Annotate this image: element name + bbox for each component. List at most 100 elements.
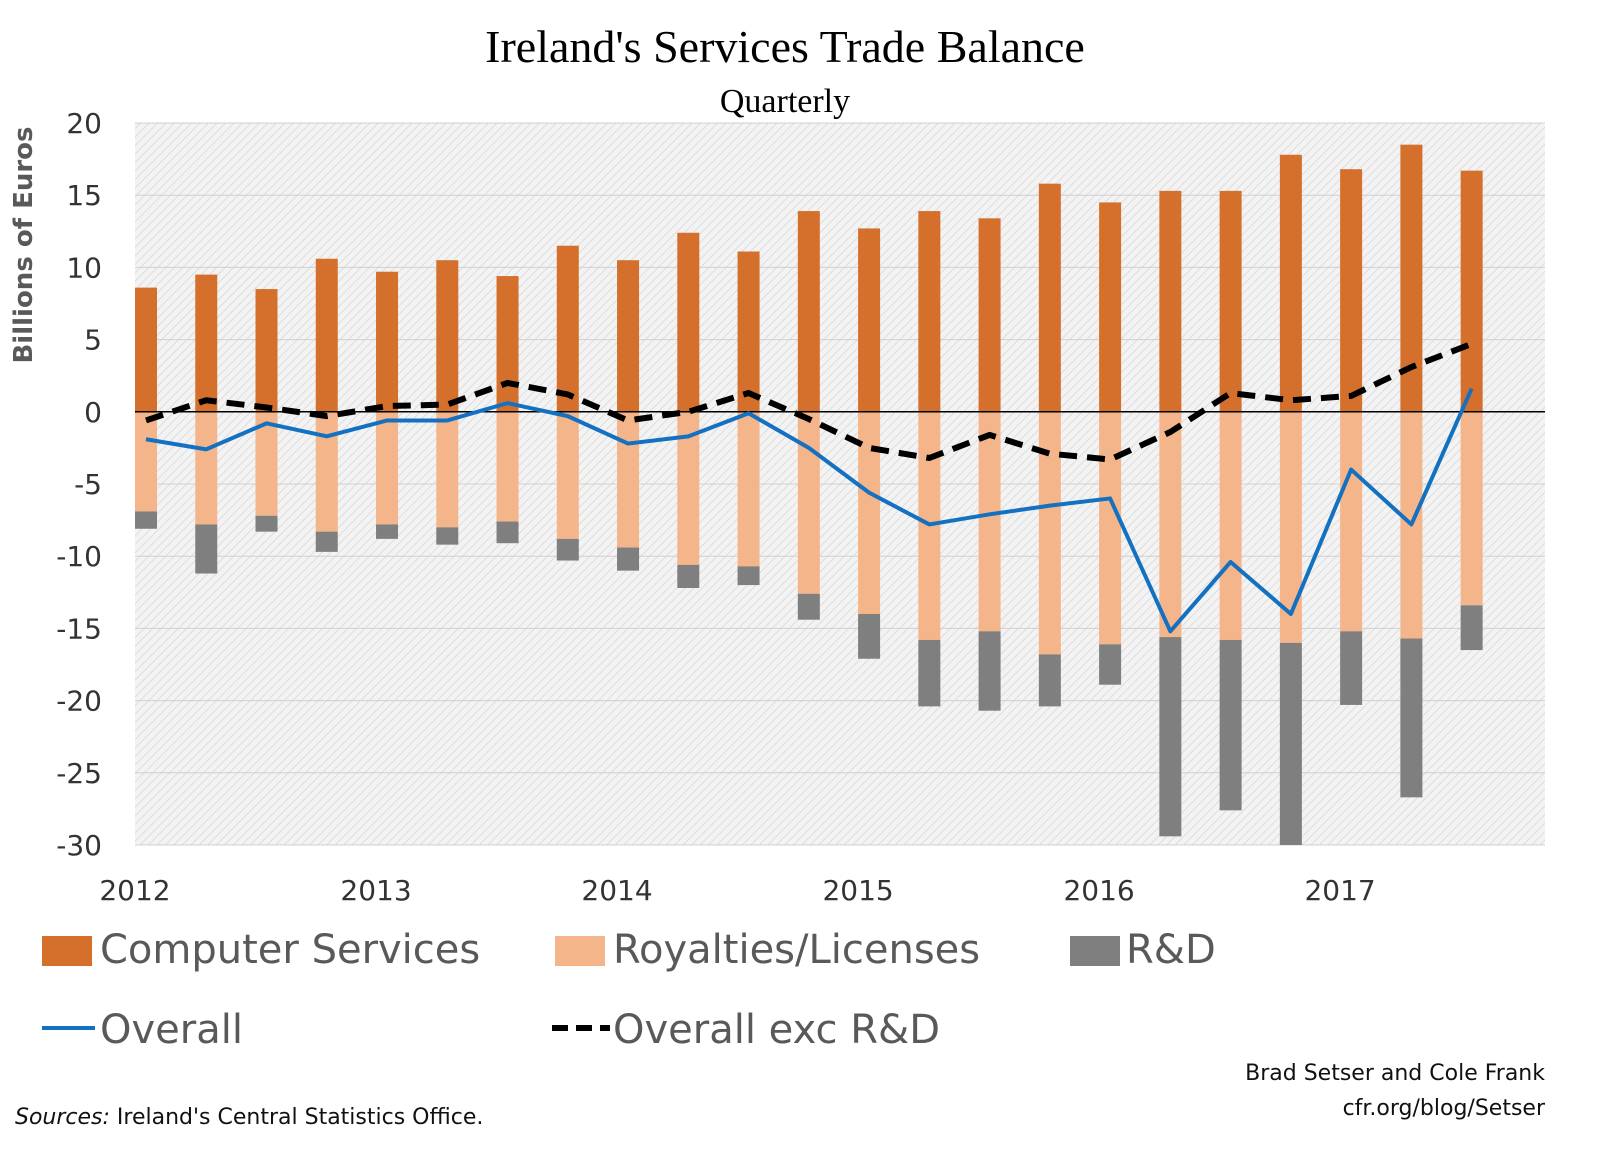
x-tick-label: 2014 bbox=[581, 874, 652, 907]
legend-swatch-computer-services bbox=[42, 936, 92, 966]
bar-computer-services bbox=[556, 245, 579, 412]
bar-rd bbox=[1159, 637, 1182, 837]
y-tick-label: -10 bbox=[56, 540, 102, 573]
sources-text: Ireland's Central Statistics Office. bbox=[110, 1105, 483, 1130]
bar-royalties-licenses bbox=[617, 411, 640, 548]
bar-computer-services bbox=[1279, 154, 1302, 412]
bar-computer-services bbox=[1219, 190, 1242, 412]
bar-computer-services bbox=[315, 258, 338, 412]
bar-computer-services bbox=[1400, 144, 1423, 412]
legend-overall: Overall bbox=[100, 1007, 243, 1053]
bar-computer-services bbox=[617, 260, 640, 412]
x-tick-labels: 2012 2013 2014 2015 2016 2017 bbox=[99, 874, 1375, 907]
y-tick-label: -30 bbox=[56, 829, 102, 862]
bar-rd bbox=[677, 564, 700, 588]
bar-computer-services bbox=[1340, 169, 1363, 412]
bar-rd bbox=[496, 521, 519, 544]
line-overall-exc-rd bbox=[145, 341, 1473, 463]
bar-computer-services bbox=[978, 218, 1001, 412]
bar-rd bbox=[376, 524, 399, 539]
bar-royalties-licenses bbox=[1219, 411, 1242, 640]
credit-url: cfr.org/blog/Setser bbox=[1343, 1096, 1546, 1121]
line-overall bbox=[145, 387, 1474, 634]
bar-royalties-licenses bbox=[1099, 411, 1122, 645]
bar-computer-services bbox=[376, 271, 399, 412]
y-tick-label: -15 bbox=[56, 612, 102, 645]
bar-royalties-licenses bbox=[496, 411, 519, 522]
bar-rd bbox=[255, 515, 278, 532]
legend-overall-exc-rd: Overall exc R&D bbox=[613, 1007, 940, 1053]
bar-rd bbox=[1400, 638, 1423, 798]
bar-royalties-licenses bbox=[376, 411, 399, 525]
bar-computer-services bbox=[1460, 170, 1483, 412]
bar-rd bbox=[1099, 644, 1122, 685]
bar-rd bbox=[1219, 639, 1242, 811]
bar-royalties-licenses bbox=[1340, 411, 1363, 632]
bar-rd bbox=[1279, 642, 1302, 845]
bar-royalties-licenses bbox=[315, 411, 338, 532]
bar-computer-services bbox=[496, 276, 519, 412]
legend-computer-services: Computer Services bbox=[100, 927, 480, 973]
bar-royalties-licenses bbox=[858, 411, 881, 614]
legend-royalties: Royalties/Licenses bbox=[613, 927, 980, 973]
bar-rd bbox=[556, 538, 579, 561]
sources-label: Sources: bbox=[15, 1105, 110, 1130]
y-tick-label: -25 bbox=[56, 757, 102, 790]
bar-computer-services bbox=[255, 289, 278, 412]
x-tick-label: 2012 bbox=[99, 874, 170, 907]
bars bbox=[135, 144, 1483, 845]
y-tick-label: 15 bbox=[66, 179, 102, 212]
bar-computer-services bbox=[918, 211, 941, 412]
bar-rd bbox=[978, 631, 1001, 711]
chart-subtitle: Quarterly bbox=[720, 83, 850, 120]
bar-computer-services bbox=[737, 251, 760, 412]
x-tick-label: 2016 bbox=[1063, 874, 1134, 907]
bar-computer-services bbox=[1099, 202, 1122, 412]
bar-rd bbox=[135, 511, 157, 529]
bar-royalties-licenses bbox=[556, 411, 579, 539]
x-tick-label: 2013 bbox=[340, 874, 411, 907]
bar-computer-services bbox=[797, 211, 820, 412]
chart-title: Ireland's Services Trade Balance bbox=[485, 21, 1085, 72]
bar-rd bbox=[315, 531, 338, 552]
bar-royalties-licenses bbox=[255, 411, 278, 516]
bar-rd bbox=[1038, 654, 1061, 707]
bar-royalties-licenses bbox=[195, 411, 218, 525]
legend-swatch-royalties bbox=[555, 936, 605, 966]
bar-royalties-licenses bbox=[1279, 411, 1302, 643]
bar-royalties-licenses bbox=[1159, 411, 1182, 638]
bar-rd bbox=[797, 593, 820, 620]
legend: Computer Services Royalties/Licenses R&D… bbox=[42, 927, 1216, 1053]
bar-royalties-licenses bbox=[1038, 411, 1061, 655]
legend-swatch-rd bbox=[1070, 936, 1120, 966]
y-tick-label: 0 bbox=[84, 396, 102, 429]
bar-rd bbox=[737, 566, 760, 586]
bar-rd bbox=[617, 547, 640, 571]
bar-computer-services bbox=[858, 228, 881, 412]
bar-rd bbox=[1460, 605, 1483, 651]
bar-rd bbox=[918, 639, 941, 707]
legend-rd: R&D bbox=[1126, 927, 1216, 973]
credit-authors: Brad Setser and Cole Frank bbox=[1245, 1061, 1545, 1086]
bar-royalties-licenses bbox=[1460, 411, 1483, 606]
x-tick-label: 2015 bbox=[822, 874, 893, 907]
sources-note: Sources: Ireland's Central Statistics Of… bbox=[15, 1105, 483, 1130]
bar-royalties-licenses bbox=[135, 411, 157, 512]
bar-royalties-licenses bbox=[436, 411, 459, 528]
y-tick-label: 10 bbox=[66, 251, 102, 284]
bar-rd bbox=[195, 524, 218, 574]
bar-computer-services bbox=[1159, 190, 1182, 412]
y-tick-label: 5 bbox=[84, 324, 102, 357]
x-tick-label: 2017 bbox=[1304, 874, 1375, 907]
bar-computer-services bbox=[436, 260, 459, 412]
bar-computer-services bbox=[135, 287, 157, 412]
bar-royalties-licenses bbox=[978, 411, 1001, 632]
bar-rd bbox=[858, 613, 881, 659]
lines bbox=[145, 341, 1474, 634]
bar-royalties-licenses bbox=[737, 411, 760, 567]
bar-computer-services bbox=[195, 274, 218, 412]
y-tick-label: -5 bbox=[74, 468, 102, 501]
y-tick-labels: 20 15 10 5 0 -5 -10 -15 -20 -25 -30 bbox=[56, 107, 102, 862]
y-tick-label: -20 bbox=[56, 685, 102, 718]
